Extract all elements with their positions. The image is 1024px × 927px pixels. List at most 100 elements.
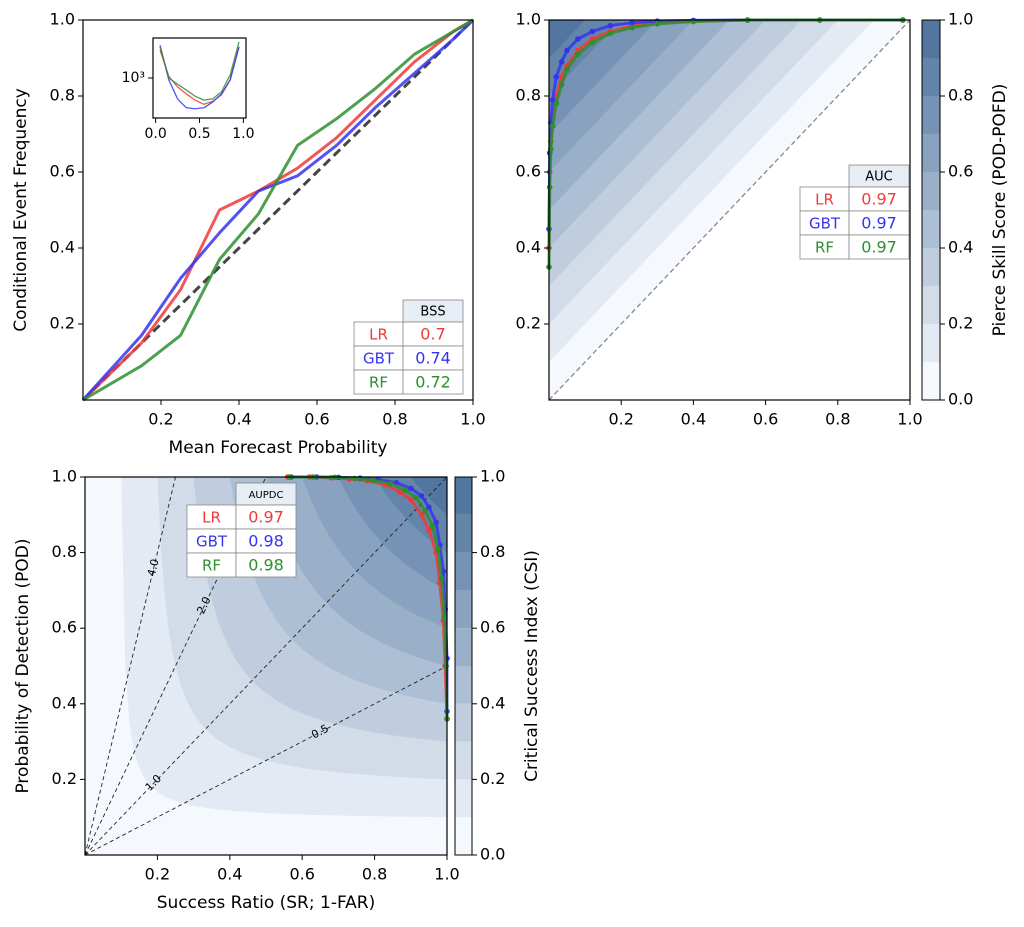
series-marker [429,523,436,529]
x-tick-label: 1.0 [232,126,254,142]
colorbar-tick-label: 1.0 [948,10,973,29]
colorbar-band [922,286,940,324]
series-marker [558,59,565,65]
series-marker [408,496,414,503]
y-tick-label: 0.6 [52,618,77,637]
colorbar-tick-label: 0.6 [948,162,973,181]
table-cell [799,234,850,260]
y-tick-label: 0.2 [52,769,77,788]
table-header: BSS [420,305,445,320]
series-marker [369,477,376,484]
series-marker [422,508,429,514]
colorbar-band [922,20,940,58]
y-axis-label: Conditional Event Frequency [11,88,31,332]
y-tick-label: 0.4 [516,238,541,257]
colorbar-label: Critical Success Index (CSI) [522,550,542,782]
series-marker [607,22,614,29]
table-value: 0.98 [248,556,284,575]
colorbar-tick-label: 0.8 [948,86,973,105]
x-tick-label: 0.8 [362,865,387,884]
colorbar-band [922,362,940,400]
bias-label: 4.0 [145,558,162,578]
series-marker [441,614,448,620]
y-tick-label: 0.8 [50,86,75,105]
series-marker [553,100,560,107]
table-cell [402,321,464,347]
bias-line [84,476,448,856]
y-tick-label: 1.0 [50,10,75,29]
y-tick-label: 0.2 [516,314,541,333]
x-tick-label: 0.4 [681,410,706,429]
colorbar-band [455,552,472,591]
x-tick-label: 0.6 [289,865,314,884]
series-marker [413,494,420,501]
series-marker [654,21,661,27]
table-value: 0.97 [248,508,284,527]
colorbar-band [922,134,940,172]
table-row-label: GBT [809,215,841,233]
table-row-label: LR [815,191,834,209]
series-marker [408,485,414,492]
table-cell [848,210,910,236]
colorbar-band [922,58,940,96]
series-marker [426,527,432,533]
colorbar-tick-label: 0.6 [480,618,505,637]
series-marker [433,519,439,526]
bias-line [84,665,448,856]
colorbar-band [455,514,472,553]
y-tick-label: 0.6 [516,162,541,181]
series-marker [546,184,553,190]
x-tick-label: 0.2 [145,865,170,884]
x-axis-label: Mean Forecast Probability [169,438,388,458]
colorbar-tick-label: 0.0 [948,390,973,409]
table-cell [848,234,910,260]
colorbar-band [922,210,940,248]
y-tick-label: 0.4 [52,693,77,712]
inset-background [153,38,246,118]
y-tick-label: 0.8 [516,86,541,105]
x-tick-label: 1.0 [897,410,922,429]
series-marker [397,489,403,495]
series-marker [549,97,556,103]
table-value: 0.97 [861,190,897,209]
y-axis-label: Probability of Detection (POD) [13,538,33,793]
table-row-label: RF [202,557,221,575]
x-tick-label: 0.0 [144,126,166,142]
colorbar-label: Pierce Skill Score (POD-POFD) [990,84,1010,337]
table-row-label: GBT [363,350,395,368]
colorbar-tick-label: 1.0 [480,467,505,486]
y-tick-label: 0.2 [50,314,75,333]
x-tick-label: 0.4 [217,865,242,884]
colorbar-band [922,96,940,134]
table-cell [186,552,237,578]
colorbar-band [455,477,472,515]
series-marker [553,74,560,80]
table-value: 0.98 [248,532,284,551]
colorbar-band [455,666,472,704]
y-tick-label: 0.8 [52,542,77,561]
table-cell [186,504,237,530]
table-cell [353,369,404,395]
colorbar-tick-label: 0.8 [480,542,505,561]
series-marker [418,512,425,518]
table-cell [799,210,850,236]
x-tick-label: 0.2 [608,410,633,429]
series-marker [629,19,635,26]
y-tick-label: 1.0 [52,467,77,486]
series-marker [435,546,441,552]
series-line [159,41,240,101]
y-tick-label: 10³ [122,70,145,86]
table-value: 0.74 [415,349,451,368]
table-row-label: RF [369,374,388,392]
series-marker [589,28,596,35]
y-tick-label: 0.4 [50,238,75,257]
y-tick-label: 1.0 [516,10,541,29]
series-marker [607,30,614,37]
reference-diagonal [548,19,911,401]
table-row-label: LR [202,509,221,527]
table-cell [235,552,297,578]
colorbar-tick-label: 0.2 [948,314,973,333]
series-marker [564,47,570,54]
x-tick-label: 0.8 [825,410,850,429]
